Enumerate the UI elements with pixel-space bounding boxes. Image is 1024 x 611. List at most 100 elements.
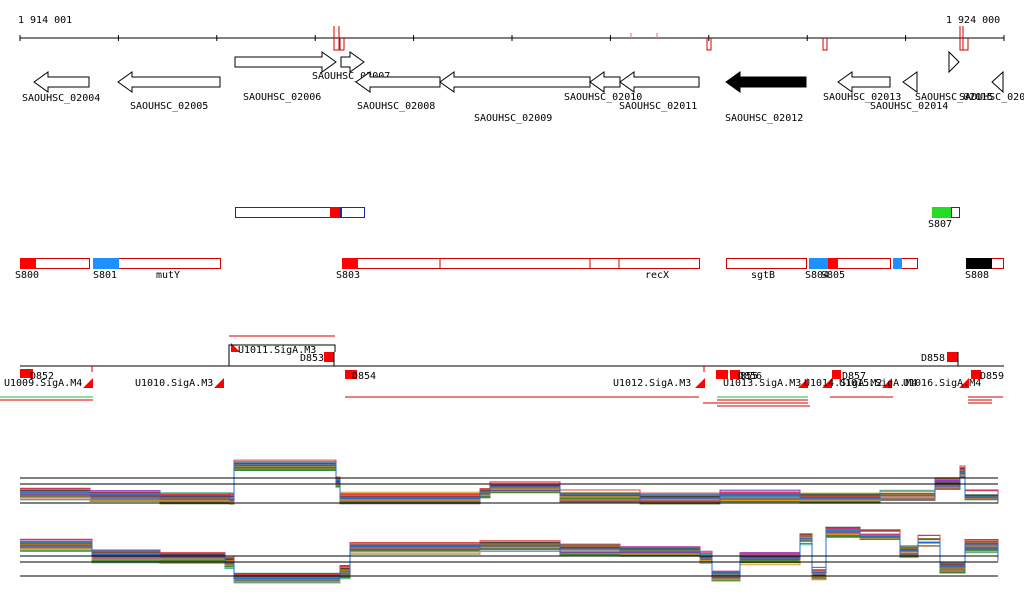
gene-SAOUHSC_02005[interactable]: SAOUHSC_02005: [117, 71, 221, 112]
feature-U1014[interactable]: U1014.SigA.M2: [804, 378, 882, 389]
segment-S800[interactable]: S800: [15, 258, 90, 281]
promoter-marker[interactable]: [882, 378, 892, 388]
segment-box[interactable]: [951, 207, 960, 218]
segment-label: S804: [805, 270, 829, 281]
segment-S804[interactable]: S804 sgtB: [726, 258, 830, 282]
ruler-sequence-marks: [333, 26, 969, 51]
gene-SAOUHSC_02006[interactable]: SAOUHSC_02006: [234, 51, 337, 103]
promoter-marker[interactable]: [214, 378, 224, 388]
feature-U1015[interactable]: U1015.SigA.M4: [839, 378, 917, 389]
gene-arrow[interactable]: [619, 71, 700, 93]
gene-arrow[interactable]: [589, 71, 621, 93]
feature-label: U1009.SigA.M4: [4, 378, 82, 389]
feature-marker[interactable]: [345, 370, 357, 379]
gene-arrow[interactable]: [340, 51, 365, 73]
feature-D852[interactable]: D852: [20, 369, 54, 382]
segment-label: S808: [965, 270, 989, 281]
feature-marker[interactable]: [20, 369, 33, 378]
promoter-marker[interactable]: [959, 378, 969, 388]
segment-S801[interactable]: S801 mutY: [93, 258, 221, 281]
gene-SAOUHSC_02012[interactable]: SAOUHSC_02012: [725, 71, 807, 124]
gene-SAOUHSC_02014[interactable]: SAOUHSC_02014: [870, 71, 948, 112]
segment-fill: [20, 258, 36, 269]
gene-label: SAOUHSC_02004: [22, 93, 100, 104]
feature-marker[interactable]: [947, 352, 958, 362]
promoter-marker[interactable]: [695, 378, 705, 388]
feature-D857[interactable]: D857: [832, 370, 866, 382]
gene-SAOUHSC_02015[interactable]: SAOUHSC_02015: [915, 50, 993, 103]
segment-box[interactable]: [341, 207, 365, 218]
gene-arrow[interactable]: [355, 71, 441, 93]
segment-fill: [966, 258, 992, 269]
gene-arrow[interactable]: [725, 71, 807, 93]
segment-fill: [828, 258, 838, 269]
gene-arrow[interactable]: [837, 71, 891, 93]
gene-SAOUHSC_02007[interactable]: SAOUHSC_02007: [312, 51, 390, 82]
gene-annotation-track: SAOUHSC_02004 SAOUHSC_02005 SAOUHSC_02006 S…: [22, 50, 1024, 124]
gene-label: SAOUHSC_02015: [915, 92, 993, 103]
feature-D858[interactable]: D858: [921, 352, 959, 366]
expression-profile-line: [20, 459, 999, 497]
gene-label: SAOUHSC_02005: [130, 101, 208, 112]
expression-profile-panel: [20, 459, 999, 584]
feature-marker[interactable]: [971, 370, 981, 379]
promoter-marker[interactable]: [798, 378, 808, 388]
gene-arrow[interactable]: [948, 50, 960, 74]
feature-marker[interactable]: [730, 370, 740, 379]
gene-SAOUHSC_02004[interactable]: SAOUHSC_02004: [22, 71, 100, 104]
gene-arrow[interactable]: [902, 71, 918, 93]
feature-label: D858: [921, 353, 945, 364]
segment-box[interactable]: [235, 207, 341, 218]
feature-label: U1015.SigA.M4: [839, 378, 917, 389]
gene-label: SAOUHSC_02014: [870, 101, 948, 112]
gene-arrow[interactable]: [991, 70, 1004, 94]
gene-SAOUHSC_02016[interactable]: SAOUHSC_02016: [959, 70, 1024, 103]
feature-D854[interactable]: D854: [345, 370, 376, 382]
ruler-sequence-mark: [706, 38, 712, 51]
segment-S803[interactable]: S803 recX: [336, 258, 700, 281]
feature-U1011[interactable]: U1011.SigA.M3: [228, 335, 336, 366]
feature-label: D856: [738, 371, 762, 382]
feature-D859[interactable]: D859: [971, 370, 1004, 382]
gene-arrow[interactable]: [234, 51, 337, 73]
gene-SAOUHSC_02008[interactable]: SAOUHSC_02008: [355, 71, 441, 112]
gene-label: SAOUHSC_02016: [959, 92, 1024, 103]
feature-U1010[interactable]: U1010.SigA.M3: [135, 378, 224, 389]
profile-reference-lines: [20, 477, 998, 577]
feature-U1013[interactable]: U1013.SigA.M3: [723, 378, 808, 389]
segment-S808[interactable]: S808: [965, 258, 1004, 281]
feature-D853[interactable]: D853: [300, 352, 335, 366]
gene-SAOUHSC_02013[interactable]: SAOUHSC_02013: [823, 71, 901, 103]
gene-arrow[interactable]: [33, 71, 90, 93]
promoter-marker[interactable]: [83, 378, 93, 388]
feature-marker[interactable]: [716, 370, 728, 379]
feature-U1016[interactable]: U1016.SigA.M4: [903, 378, 981, 389]
feature-U1012[interactable]: U1012.SigA.M3: [613, 366, 705, 389]
segment-fill: [893, 258, 902, 269]
gene-label: SAOUHSC_02011: [619, 101, 697, 112]
segment-box[interactable]: [342, 258, 700, 269]
segment-S806[interactable]: [893, 258, 918, 269]
gene-label: SAOUHSC_02007: [312, 71, 390, 82]
promoter-marker[interactable]: [822, 378, 832, 388]
feature-connector: [228, 344, 336, 366]
gene-SAOUHSC_02011[interactable]: SAOUHSC_02011: [619, 71, 700, 112]
segment-S805[interactable]: S805: [809, 258, 891, 281]
gene-arrow[interactable]: [439, 71, 591, 93]
ruler-sequence-mark: [962, 38, 969, 51]
feature-U1009[interactable]: U1009.SigA.M4: [4, 366, 93, 389]
feature-label: D853: [300, 353, 324, 364]
segment-fill: [342, 258, 358, 269]
feature-marker[interactable]: [832, 370, 841, 379]
segment-box[interactable]: [726, 258, 807, 269]
feature-D856[interactable]: D856: [730, 370, 762, 382]
segment-S802[interactable]: [235, 207, 341, 218]
feature-label: D852: [30, 371, 54, 382]
feature-D855[interactable]: D855: [716, 370, 758, 382]
gene-arrow[interactable]: [117, 71, 221, 93]
coordinate-ruler: 1 914 001 1 924 000: [18, 15, 1005, 51]
feature-marker[interactable]: [324, 352, 334, 362]
feature-underlines: [0, 396, 1003, 407]
segment-label: S807: [928, 219, 952, 230]
